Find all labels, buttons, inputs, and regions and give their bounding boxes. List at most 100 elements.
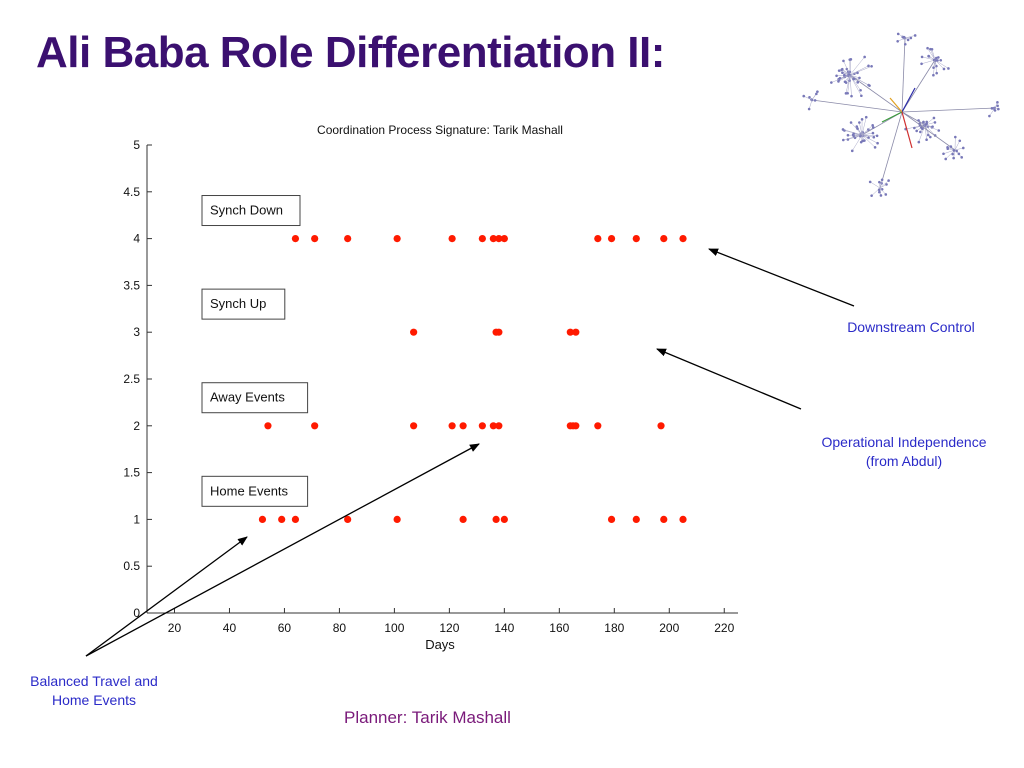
network-node bbox=[858, 76, 861, 80]
y-tick-label: 3 bbox=[133, 325, 140, 339]
data-point bbox=[660, 235, 668, 243]
data-point bbox=[566, 328, 574, 336]
network-node bbox=[922, 120, 925, 124]
network-node bbox=[848, 58, 852, 61]
y-tick-label: 5 bbox=[133, 138, 140, 152]
network-node bbox=[955, 149, 958, 153]
x-tick-label: 140 bbox=[494, 621, 514, 635]
network-edge bbox=[861, 134, 878, 137]
network-edge bbox=[918, 120, 926, 126]
network-edge bbox=[879, 180, 889, 189]
network-edge bbox=[849, 74, 860, 79]
data-point bbox=[448, 422, 456, 430]
data-point bbox=[393, 235, 401, 243]
network-node bbox=[868, 180, 872, 184]
network-edge bbox=[849, 65, 869, 76]
network-node bbox=[937, 56, 940, 59]
network-node bbox=[988, 114, 991, 118]
operational-independence-note: Operational Independence (from Abdul) bbox=[800, 433, 1008, 471]
network-edge bbox=[901, 59, 936, 113]
network-node bbox=[872, 135, 876, 139]
y-tick-label: 2.5 bbox=[123, 372, 140, 386]
network-node bbox=[856, 71, 859, 75]
network-node bbox=[848, 73, 851, 77]
y-tick-label: 4 bbox=[133, 232, 140, 246]
operational-independence-line1: Operational Independence bbox=[821, 434, 987, 450]
series-label-text: Away Events bbox=[210, 390, 285, 405]
downstream-control-text: Downstream Control bbox=[847, 319, 975, 335]
network-node bbox=[957, 152, 961, 156]
data-point bbox=[594, 422, 602, 430]
balanced-travel-note: Balanced Travel and Home Events bbox=[14, 672, 174, 710]
network-node bbox=[930, 47, 934, 51]
series-label-box bbox=[201, 288, 286, 320]
network-node bbox=[925, 138, 928, 142]
network-node bbox=[850, 149, 854, 153]
data-point bbox=[679, 235, 687, 243]
network-node bbox=[841, 71, 844, 74]
x-axis-label: Days bbox=[425, 637, 455, 652]
x-tick-label: 160 bbox=[549, 621, 569, 635]
data-point bbox=[572, 422, 580, 430]
network-edge bbox=[859, 122, 863, 136]
data-point bbox=[344, 235, 352, 243]
network-node bbox=[871, 126, 875, 129]
network-edge bbox=[879, 179, 883, 189]
network-edge bbox=[931, 49, 936, 61]
data-point bbox=[264, 422, 272, 430]
network-node bbox=[842, 59, 845, 63]
network-edge bbox=[849, 74, 870, 86]
network-node bbox=[860, 118, 864, 121]
network-node bbox=[838, 76, 842, 80]
network-node bbox=[858, 121, 861, 124]
y-tick-label: 1.5 bbox=[123, 466, 140, 480]
network-node bbox=[870, 65, 873, 68]
network-node bbox=[906, 38, 910, 42]
network-node bbox=[949, 145, 953, 148]
network-edge bbox=[924, 124, 931, 138]
data-point bbox=[478, 422, 486, 430]
data-point bbox=[311, 235, 319, 243]
operational-independence-line2: (from Abdul) bbox=[865, 452, 943, 469]
network-edge bbox=[934, 59, 945, 70]
network-node bbox=[871, 123, 874, 127]
network-node bbox=[920, 55, 924, 59]
network-node bbox=[896, 32, 900, 36]
network-edge bbox=[861, 134, 874, 138]
network-edge bbox=[924, 124, 936, 136]
network-edge bbox=[904, 35, 916, 39]
network-edge bbox=[901, 107, 996, 113]
network-node bbox=[935, 71, 938, 75]
data-point bbox=[489, 422, 497, 430]
network-node bbox=[808, 95, 811, 99]
network-node bbox=[856, 81, 860, 84]
network-edge bbox=[861, 134, 878, 144]
network-edge bbox=[861, 125, 873, 136]
network-graph-icon bbox=[802, 32, 1000, 197]
network-node bbox=[844, 81, 848, 84]
data-point bbox=[291, 515, 300, 524]
series-label-text: Synch Down bbox=[210, 203, 283, 218]
series-label-box bbox=[201, 195, 301, 227]
network-node bbox=[932, 66, 935, 69]
network-node bbox=[864, 115, 868, 119]
network-node bbox=[855, 125, 859, 128]
network-edge bbox=[843, 134, 863, 141]
network-edge bbox=[849, 74, 903, 113]
x-tick-label: 20 bbox=[168, 621, 182, 635]
series-label-box bbox=[201, 382, 309, 414]
series-label-text: Synch Up bbox=[210, 296, 266, 311]
network-node bbox=[856, 127, 859, 130]
network-node bbox=[936, 59, 939, 62]
network-node bbox=[867, 136, 870, 140]
network-node bbox=[944, 157, 948, 161]
network-node bbox=[947, 67, 950, 70]
network-edge bbox=[879, 187, 886, 195]
network-edge bbox=[901, 87, 916, 113]
data-point bbox=[594, 235, 602, 243]
data-point bbox=[607, 235, 616, 243]
network-edge bbox=[849, 74, 861, 91]
network-node bbox=[934, 56, 938, 60]
network-node bbox=[875, 134, 879, 138]
network-node bbox=[932, 116, 936, 120]
